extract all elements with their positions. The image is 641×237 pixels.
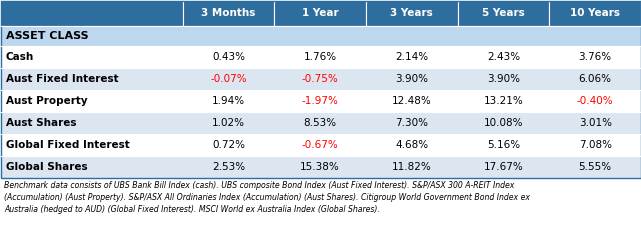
Bar [0,0,183,26]
Bar [0,134,641,156]
Bar [274,0,366,26]
Text: -0.40%: -0.40% [577,96,613,106]
Text: Cash: Cash [6,52,34,62]
Text: 6.06%: 6.06% [579,74,612,84]
Bar [0,112,641,134]
Text: 17.67%: 17.67% [483,162,524,172]
Text: 1.76%: 1.76% [304,52,337,62]
Text: 3.01%: 3.01% [579,118,612,128]
Bar [183,0,274,26]
Bar [366,0,458,26]
Text: -0.07%: -0.07% [210,74,247,84]
Text: 10.08%: 10.08% [484,118,523,128]
Text: 7.08%: 7.08% [579,140,612,150]
Text: 7.30%: 7.30% [395,118,428,128]
Text: 3.90%: 3.90% [395,74,428,84]
Text: 3 Years: 3 Years [390,8,433,18]
Text: Aust Property: Aust Property [6,96,88,106]
Text: 10 Years: 10 Years [570,8,620,18]
Text: 1.02%: 1.02% [212,118,245,128]
Text: Aust Shares: Aust Shares [6,118,76,128]
Text: 5.16%: 5.16% [487,140,520,150]
Text: ASSET CLASS: ASSET CLASS [6,31,88,41]
Bar [0,156,641,178]
Text: 5 Years: 5 Years [482,8,525,18]
Text: 4.68%: 4.68% [395,140,428,150]
Text: Aust Fixed Interest: Aust Fixed Interest [6,74,119,84]
Bar [549,0,641,26]
Text: 0.72%: 0.72% [212,140,245,150]
Text: Global Fixed Interest: Global Fixed Interest [6,140,129,150]
Text: 2.43%: 2.43% [487,52,520,62]
Text: 11.82%: 11.82% [392,162,432,172]
Text: -0.75%: -0.75% [302,74,338,84]
Text: 12.48%: 12.48% [392,96,432,106]
Bar [458,0,549,26]
Bar [0,26,641,46]
Bar [0,68,641,90]
Text: Benchmark data consists of UBS Bank Bill Index (cash). UBS composite Bond Index : Benchmark data consists of UBS Bank Bill… [4,181,530,214]
Text: 15.38%: 15.38% [300,162,340,172]
Bar [0,90,641,112]
Text: 0.43%: 0.43% [212,52,245,62]
Text: 13.21%: 13.21% [483,96,524,106]
Text: 5.55%: 5.55% [579,162,612,172]
Text: 2.14%: 2.14% [395,52,428,62]
Text: 2.53%: 2.53% [212,162,245,172]
Text: -1.97%: -1.97% [302,96,338,106]
Bar [0,46,641,68]
Text: 1.94%: 1.94% [212,96,245,106]
Text: -0.67%: -0.67% [302,140,338,150]
Text: 3.76%: 3.76% [579,52,612,62]
Text: Global Shares: Global Shares [6,162,88,172]
Text: 3.90%: 3.90% [487,74,520,84]
Text: 1 Year: 1 Year [302,8,338,18]
Text: 3 Months: 3 Months [201,8,256,18]
Bar [1,0,640,178]
Text: 8.53%: 8.53% [304,118,337,128]
